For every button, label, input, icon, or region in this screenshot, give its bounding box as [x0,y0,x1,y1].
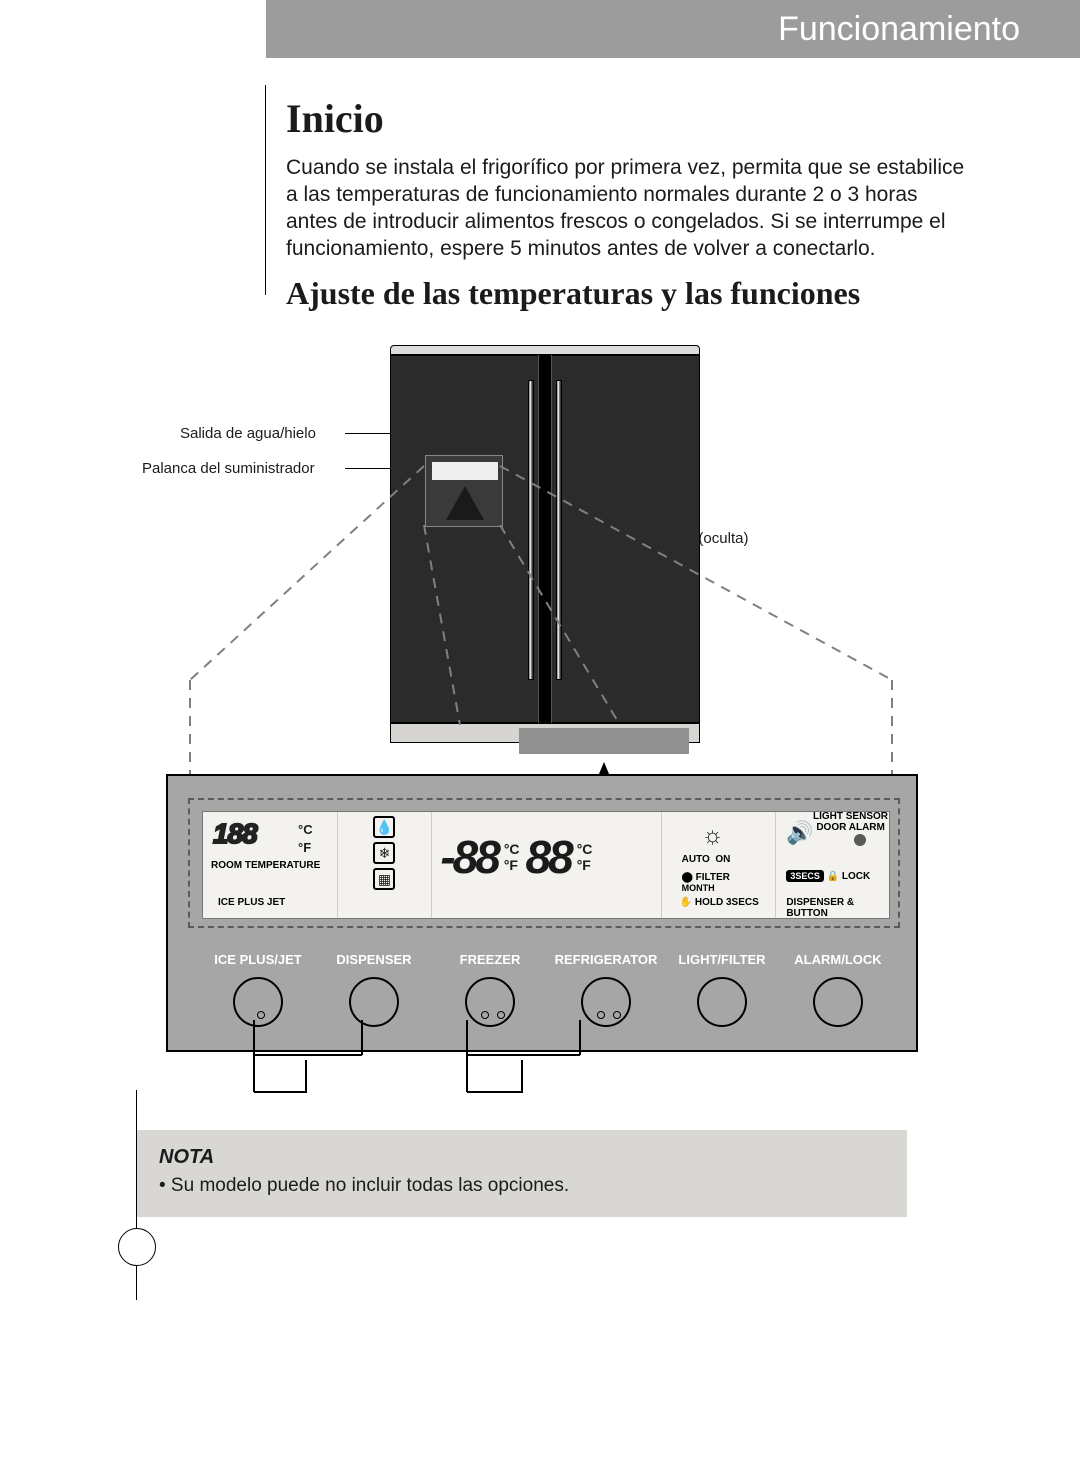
left-rule [265,85,266,295]
dispenser-button[interactable] [349,977,399,1027]
light-sensor-label: LIGHT SENSOR [813,811,888,822]
freezer-button[interactable] [465,977,515,1027]
lcd-temps: -88 °C °F 88 °C °F [432,812,661,918]
door-dispenser [425,455,503,527]
alarm-lock-button[interactable] [813,977,863,1027]
door-alarm-label: DOOR ALARM [816,822,885,833]
fridge-diagram: Salida de agua/hielo Palanca del suminis… [150,330,950,760]
crushed-ice-icon: ❄ [373,842,395,864]
projection-target [519,728,689,754]
light-sensor-dot [854,834,866,846]
lcd-room-temp: 188 °C °F ROOM TEMPERATURE ICE PLUS JET [203,812,338,918]
lock-icon: 🔒 [827,871,839,882]
lcd-dispenser-icons: 💧 ❄ ▦ [338,812,433,918]
light-icon: ☼ [702,822,724,850]
freezer-temp: -88 [440,830,497,884]
speaker-icon: 🔊 [786,820,813,846]
page-title: Inicio [286,95,384,142]
lcd-alarm-lock: 🔊 DOOR ALARM 3SECS 🔒 LOCK DISPENSER & BU… [776,812,889,918]
btn-label: LIGHT/FILTER [678,952,765,967]
lcd-outline: 188 °C °F ROOM TEMPERATURE ICE PLUS JET … [188,798,900,928]
note-box: NOTA • Su modelo puede no incluir todas … [137,1130,907,1217]
fridge-body [390,345,700,745]
fridge-temp: 88 [526,830,571,884]
room-temp-label: ROOM TEMPERATURE [211,860,320,871]
ice-label: ICE PLUS JET [218,897,285,908]
unit-f: °F [298,840,311,855]
ice-plus-button[interactable] [233,977,283,1027]
note-circle [118,1228,156,1266]
subsection-title: Ajuste de las temperaturas y las funcion… [286,275,860,312]
btn-label: ICE PLUS/JET [214,952,301,967]
light-filter-button[interactable] [697,977,747,1027]
cubed-ice-icon: ▦ [373,868,395,890]
section-title: Funcionamiento [778,10,1020,49]
unit-c: °C [298,822,313,837]
btn-label: FREEZER [460,952,521,967]
button-row: ICE PLUS/JET DISPENSER FREEZER REFRIGERA… [204,952,892,1027]
btn-label: ALARM/LOCK [794,952,881,967]
section-header: Funcionamiento [266,0,1080,58]
lcd-light-filter: ☼ AUTO ON ⬤ FILTERMONTH ✋ HOLD 3SECS [662,812,777,918]
note-title: NOTA [159,1146,885,1169]
room-temp-value: 188 [213,818,257,850]
control-panel: 188 °C °F ROOM TEMPERATURE ICE PLUS JET … [166,774,918,1052]
btn-label: REFRIGERATOR [555,952,658,967]
water-icon: 💧 [373,816,395,838]
btn-label: DISPENSER [336,952,411,967]
note-text: • Su modelo puede no incluir todas las o… [159,1175,885,1197]
refrigerator-button[interactable] [581,977,631,1027]
disp-btn-label: DISPENSER & BUTTON [786,897,889,919]
intro-text: Cuando se instala el frigorífico por pri… [286,155,966,263]
lcd-display: 188 °C °F ROOM TEMPERATURE ICE PLUS JET … [202,811,890,919]
